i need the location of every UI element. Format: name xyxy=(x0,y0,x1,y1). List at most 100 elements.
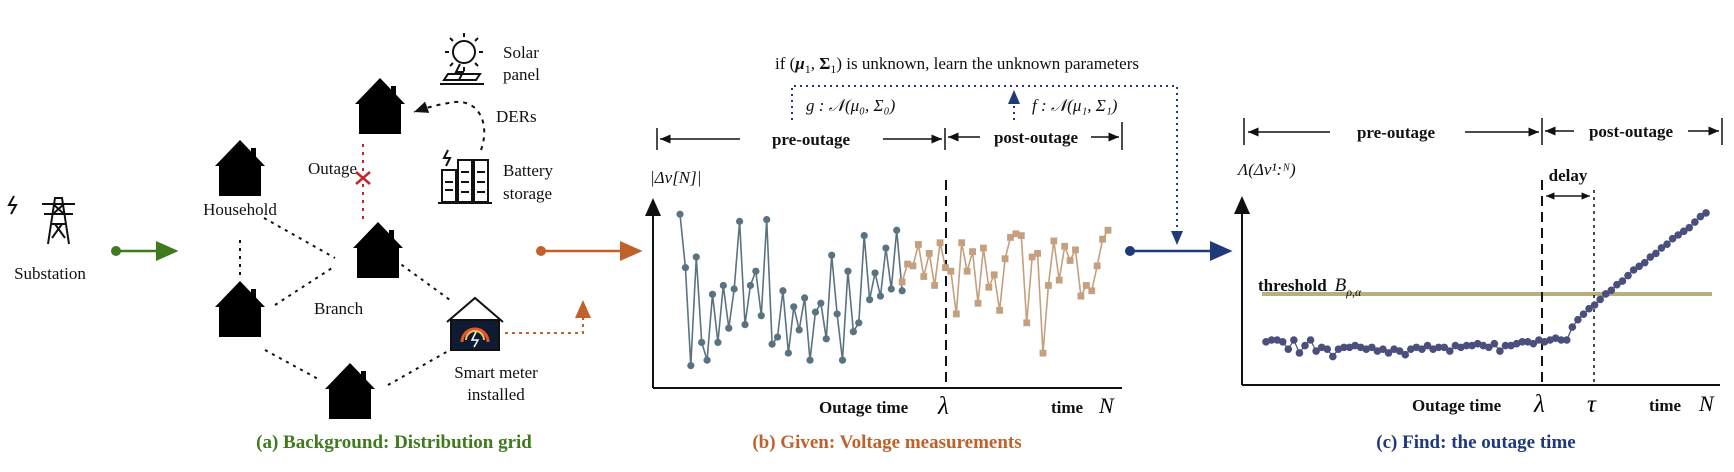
panel-c: pre-outage post-outage Λ(Δv¹:ᴺ) threshol… xyxy=(1234,118,1723,453)
c-n-label: N xyxy=(1698,391,1715,416)
b-point-post xyxy=(990,271,998,279)
threshold-symbol: B xyxy=(1335,275,1347,296)
c-point xyxy=(1501,341,1510,350)
b-point-pre xyxy=(855,319,863,327)
b-point-post xyxy=(1066,257,1074,264)
b-point-pre xyxy=(795,326,803,334)
b-point-post xyxy=(1099,235,1106,243)
b-point-pre xyxy=(866,296,874,304)
smart-meter-house-icon xyxy=(446,296,504,351)
b-point-post xyxy=(947,267,955,275)
b-point-post xyxy=(958,239,966,247)
caption-b: (b) Given: Voltage measurements xyxy=(752,432,1021,453)
c-point xyxy=(1340,343,1348,352)
c-point xyxy=(1629,266,1638,274)
b-point-pre xyxy=(893,226,901,234)
c-point xyxy=(1423,341,1432,350)
house-household-icon xyxy=(215,140,265,196)
c-point xyxy=(1529,339,1538,348)
outage-cross-icon xyxy=(355,171,371,185)
c-point xyxy=(1579,310,1588,319)
top-note-open: if ( xyxy=(775,54,796,73)
c-point xyxy=(1568,323,1577,331)
b-point-post xyxy=(979,244,987,252)
house-center-icon xyxy=(353,222,403,278)
substation-tower-icon xyxy=(7,195,75,245)
b-point-pre xyxy=(838,356,847,364)
c-point xyxy=(1562,336,1571,344)
b-point-pre xyxy=(779,287,787,295)
b-point-pre xyxy=(828,251,836,259)
b-point-post xyxy=(920,273,928,280)
b-point-pre xyxy=(708,290,717,298)
c-point xyxy=(1663,240,1671,249)
c-pre-outage-label: pre-outage xyxy=(1357,123,1436,142)
c-point xyxy=(1685,223,1694,232)
meter-data-arrow xyxy=(505,300,591,334)
smart-meter-label-line1: Smart meter xyxy=(454,363,538,382)
delay-label: delay xyxy=(1549,166,1588,185)
c-point xyxy=(1290,336,1298,344)
top-note-mu: μ xyxy=(794,54,804,73)
b-point-pre xyxy=(698,338,706,346)
b-point-post xyxy=(952,310,960,318)
house-left-icon xyxy=(215,281,265,337)
c-point xyxy=(1267,336,1276,344)
c-point xyxy=(1646,253,1655,261)
c-point xyxy=(1295,349,1304,357)
solar-label-line1: Solar xyxy=(503,43,539,62)
caption-a: (a) Background: Distribution grid xyxy=(256,432,532,453)
b-point-pre xyxy=(876,292,885,300)
c-post-outage-label: post-outage xyxy=(1589,122,1674,141)
c-point xyxy=(1618,277,1627,285)
top-note-sigma-sub: 1 xyxy=(830,62,836,76)
top-note-mu-sub: 1 xyxy=(805,62,811,76)
c-point xyxy=(1445,347,1454,355)
b-point-post xyxy=(1012,230,1020,238)
branch-label: Branch xyxy=(314,299,364,318)
b-point-pre xyxy=(898,287,906,295)
c-point xyxy=(1329,352,1337,361)
b-point-pre xyxy=(725,324,733,332)
c-point xyxy=(1702,209,1710,217)
house-top-icon xyxy=(355,78,405,134)
ders-label: DERs xyxy=(496,107,537,126)
b-n-label: N xyxy=(1098,393,1115,418)
c-point xyxy=(1518,338,1527,346)
b-point-pre xyxy=(741,321,749,329)
c-point xyxy=(1607,286,1616,295)
b-point-pre xyxy=(752,267,760,275)
b-point-post xyxy=(1034,250,1041,257)
c-point xyxy=(1640,258,1649,267)
b-point-pre xyxy=(784,349,792,357)
b-point-post xyxy=(904,260,911,268)
b-point-pre xyxy=(790,303,798,311)
c-point xyxy=(1306,336,1315,344)
c-point xyxy=(1401,350,1410,359)
b-point-post xyxy=(1050,237,1058,245)
smart-meter-label-line2: installed xyxy=(467,385,525,404)
b-point-post xyxy=(974,299,982,307)
b-point-post xyxy=(925,250,933,257)
c-point xyxy=(1496,347,1504,355)
c-point xyxy=(1484,343,1493,352)
c-point xyxy=(1574,315,1582,324)
c-time-label: time xyxy=(1649,396,1682,415)
solar-panel-icon xyxy=(440,33,484,85)
post-outage-label: post-outage xyxy=(994,128,1079,147)
threshold-label: threshold Bρ,α xyxy=(1258,275,1362,299)
grid-connections xyxy=(239,217,451,386)
c-series-line xyxy=(1265,212,1707,358)
b-point-pre xyxy=(746,281,755,290)
b-point-pre xyxy=(822,335,830,343)
c-point xyxy=(1613,280,1621,289)
b-point-post xyxy=(909,262,917,270)
battery-label-line1: Battery xyxy=(503,161,554,180)
b-point-post xyxy=(1017,232,1025,239)
b-lambda-label: λ xyxy=(937,393,949,420)
c-point xyxy=(1323,345,1332,354)
c-point xyxy=(1434,343,1443,352)
b-series-line-0 xyxy=(679,214,903,366)
household-label: Household xyxy=(203,200,277,219)
c-point xyxy=(1590,301,1599,309)
